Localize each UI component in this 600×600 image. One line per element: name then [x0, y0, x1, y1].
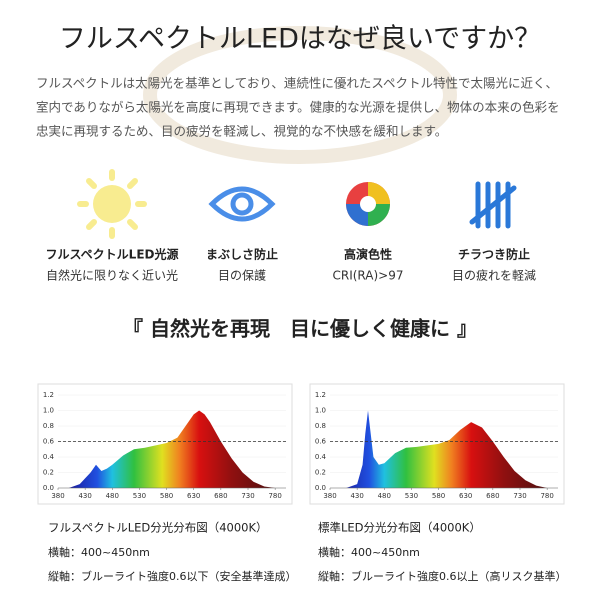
- x-tick-label: 380: [323, 492, 336, 500]
- y-tick-label: 1.2: [43, 391, 54, 399]
- feature-title: 高演色性: [344, 247, 392, 262]
- x-tick-label: 680: [486, 492, 499, 500]
- chart-note: 縦軸：ブルーライト強度0.6以上（高リスク基準）: [318, 569, 567, 583]
- y-tick-label: 1.2: [315, 391, 326, 399]
- x-tick-label: 480: [106, 492, 119, 500]
- x-tick-label: 380: [51, 492, 64, 500]
- spectrum-area: [346, 410, 548, 488]
- x-tick-label: 730: [513, 492, 526, 500]
- y-tick-label: 0.0: [43, 484, 54, 492]
- sun-icon: [77, 169, 147, 239]
- feature-subtitle: CRI(RA)>97: [332, 269, 403, 283]
- x-tick-label: 630: [187, 492, 200, 500]
- y-tick-label: 0.0: [315, 484, 326, 492]
- y-tick-label: 1.0: [315, 407, 326, 415]
- x-tick-label: 780: [540, 492, 553, 500]
- x-tick-label: 730: [241, 492, 254, 500]
- feature-title: チラつき防止: [458, 247, 530, 262]
- y-tick-label: 1.0: [43, 407, 54, 415]
- eye-icon: [208, 186, 276, 222]
- color-wheel-icon: [346, 182, 390, 226]
- x-tick-label: 580: [432, 492, 445, 500]
- x-tick-label: 480: [378, 492, 391, 500]
- chart-note: 横軸：400~450nm: [318, 545, 420, 559]
- x-tick-label: 430: [350, 492, 363, 500]
- x-tick-label: 780: [268, 492, 281, 500]
- y-tick-label: 0.8: [43, 422, 54, 430]
- chart-note: 縦軸：ブルーライト強度0.6以下（安全基準達成）: [48, 569, 297, 583]
- feature-title: フルスペクトルLED光源: [46, 247, 179, 262]
- intro-line: 忠実に再現するため、目の疲労を軽減し、視覚的な不快感を緩和します。: [36, 124, 447, 139]
- chart-note: 横軸：400~450nm: [48, 545, 150, 559]
- y-tick-label: 0.4: [315, 453, 327, 461]
- chart-caption: 標準LED分光分布図（4000K）: [318, 521, 481, 535]
- y-tick-label: 0.6: [43, 438, 55, 446]
- intro-line: フルスペクトルは太陽光を基準としており、連続性に優れたスペクトル特性で太陽光に近…: [36, 76, 558, 91]
- feature-title: まぶしさ防止: [206, 247, 278, 262]
- x-tick-label: 530: [133, 492, 146, 500]
- y-tick-label: 0.4: [43, 453, 55, 461]
- flicker-icon: [469, 181, 517, 229]
- feature-subtitle: 目の疲れを軽減: [452, 268, 536, 283]
- spectrum-area: [68, 410, 276, 488]
- x-tick-label: 630: [459, 492, 472, 500]
- x-tick-label: 430: [78, 492, 91, 500]
- y-tick-label: 0.2: [315, 469, 326, 477]
- feature-subtitle: 自然光に限りなく近い光: [46, 268, 178, 283]
- chart-caption: フルスペクトルLED分光分布図（4000K）: [48, 521, 268, 535]
- y-tick-label: 0.6: [315, 438, 327, 446]
- slogan: 『 自然光を再現 目に優しく健康に 』: [123, 317, 477, 341]
- y-tick-label: 0.8: [315, 422, 326, 430]
- x-tick-label: 580: [160, 492, 173, 500]
- feature-subtitle: 目の保護: [218, 268, 266, 283]
- title: フルスペクトルLEDはなぜ良いですか？: [59, 24, 541, 55]
- intro-line: 室内でありながら太陽光を高度に再現できます。健康的な光源を提供し、物体の本来の色…: [36, 100, 560, 115]
- ring-decoration: [143, 26, 457, 164]
- x-tick-label: 680: [214, 492, 227, 500]
- x-tick-label: 530: [405, 492, 418, 500]
- y-tick-label: 0.2: [43, 469, 54, 477]
